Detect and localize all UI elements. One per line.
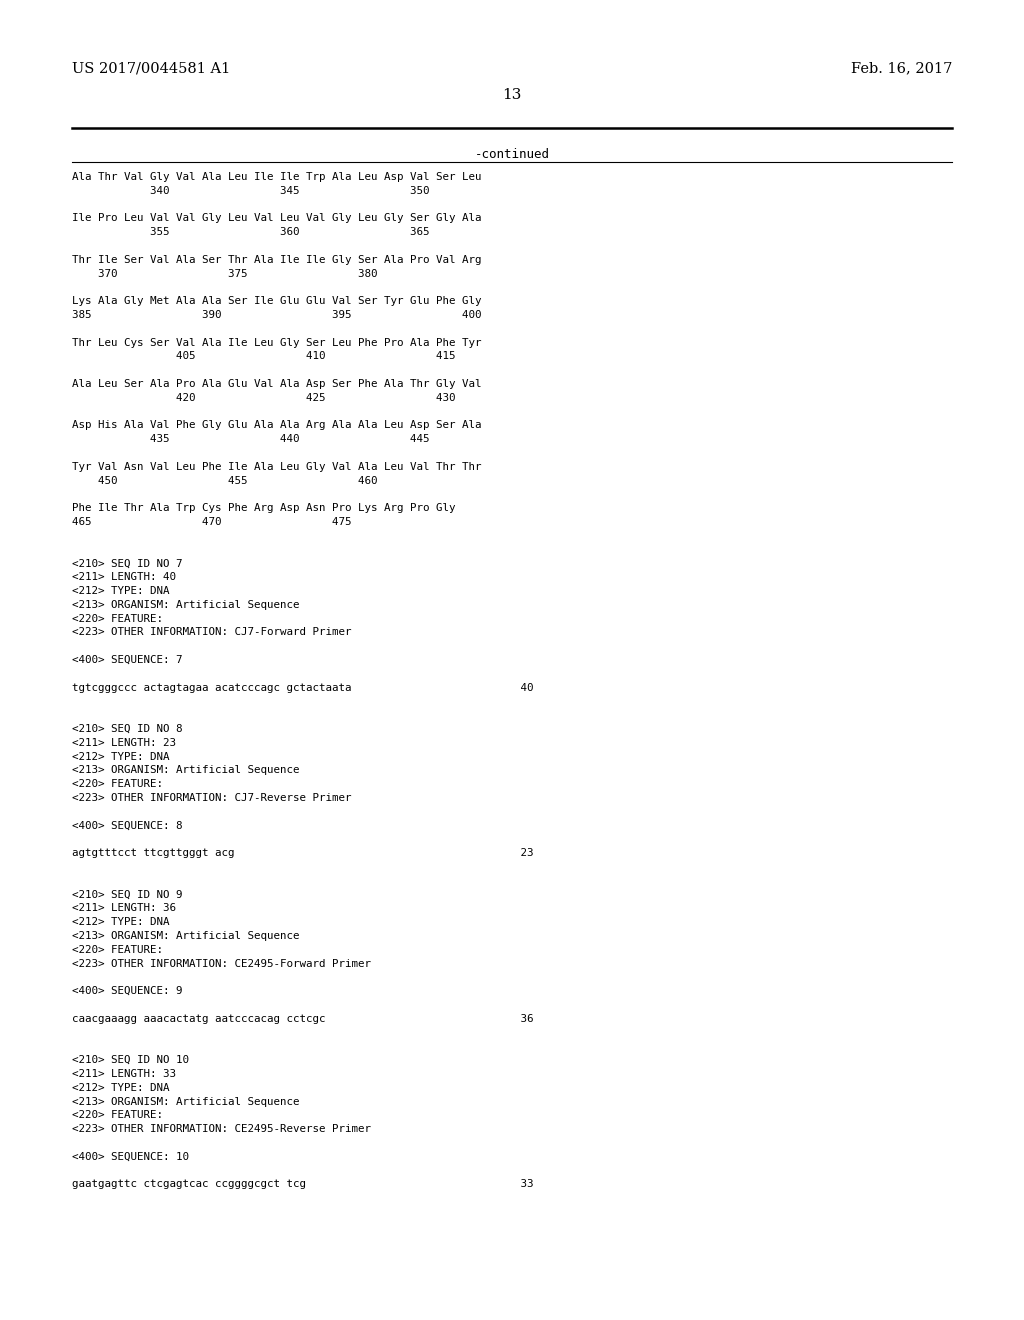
Text: 370                 375                 380: 370 375 380 bbox=[72, 268, 378, 279]
Text: 385                 390                 395                 400: 385 390 395 400 bbox=[72, 310, 481, 319]
Text: 355                 360                 365: 355 360 365 bbox=[72, 227, 429, 238]
Text: 405                 410                 415: 405 410 415 bbox=[72, 351, 456, 362]
Text: <213> ORGANISM: Artificial Sequence: <213> ORGANISM: Artificial Sequence bbox=[72, 599, 299, 610]
Text: <211> LENGTH: 36: <211> LENGTH: 36 bbox=[72, 903, 176, 913]
Text: <211> LENGTH: 23: <211> LENGTH: 23 bbox=[72, 738, 176, 748]
Text: <210> SEQ ID NO 10: <210> SEQ ID NO 10 bbox=[72, 1055, 189, 1065]
Text: <220> FEATURE:: <220> FEATURE: bbox=[72, 614, 163, 623]
Text: US 2017/0044581 A1: US 2017/0044581 A1 bbox=[72, 61, 230, 75]
Text: <212> TYPE: DNA: <212> TYPE: DNA bbox=[72, 1082, 170, 1093]
Text: 340                 345                 350: 340 345 350 bbox=[72, 186, 429, 195]
Text: Feb. 16, 2017: Feb. 16, 2017 bbox=[851, 61, 952, 75]
Text: <210> SEQ ID NO 8: <210> SEQ ID NO 8 bbox=[72, 723, 182, 734]
Text: <212> TYPE: DNA: <212> TYPE: DNA bbox=[72, 751, 170, 762]
Text: caacgaaagg aaacactatg aatcccacag cctcgc                              36: caacgaaagg aaacactatg aatcccacag cctcgc … bbox=[72, 1014, 534, 1024]
Text: 420                 425                 430: 420 425 430 bbox=[72, 393, 456, 403]
Text: Ala Thr Val Gly Val Ala Leu Ile Ile Trp Ala Leu Asp Val Ser Leu: Ala Thr Val Gly Val Ala Leu Ile Ile Trp … bbox=[72, 172, 481, 182]
Text: 450                 455                 460: 450 455 460 bbox=[72, 475, 378, 486]
Text: <400> SEQUENCE: 9: <400> SEQUENCE: 9 bbox=[72, 986, 182, 997]
Text: -continued: -continued bbox=[474, 148, 550, 161]
Text: Ala Leu Ser Ala Pro Ala Glu Val Ala Asp Ser Phe Ala Thr Gly Val: Ala Leu Ser Ala Pro Ala Glu Val Ala Asp … bbox=[72, 379, 481, 389]
Text: Lys Ala Gly Met Ala Ala Ser Ile Glu Glu Val Ser Tyr Glu Phe Gly: Lys Ala Gly Met Ala Ala Ser Ile Glu Glu … bbox=[72, 296, 481, 306]
Text: 435                 440                 445: 435 440 445 bbox=[72, 434, 429, 445]
Text: Thr Ile Ser Val Ala Ser Thr Ala Ile Ile Gly Ser Ala Pro Val Arg: Thr Ile Ser Val Ala Ser Thr Ala Ile Ile … bbox=[72, 255, 481, 265]
Text: <220> FEATURE:: <220> FEATURE: bbox=[72, 779, 163, 789]
Text: <400> SEQUENCE: 7: <400> SEQUENCE: 7 bbox=[72, 655, 182, 665]
Text: <211> LENGTH: 40: <211> LENGTH: 40 bbox=[72, 572, 176, 582]
Text: Ile Pro Leu Val Val Gly Leu Val Leu Val Gly Leu Gly Ser Gly Ala: Ile Pro Leu Val Val Gly Leu Val Leu Val … bbox=[72, 214, 481, 223]
Text: <210> SEQ ID NO 9: <210> SEQ ID NO 9 bbox=[72, 890, 182, 900]
Text: <223> OTHER INFORMATION: CE2495-Reverse Primer: <223> OTHER INFORMATION: CE2495-Reverse … bbox=[72, 1125, 371, 1134]
Text: <223> OTHER INFORMATION: CJ7-Reverse Primer: <223> OTHER INFORMATION: CJ7-Reverse Pri… bbox=[72, 793, 351, 803]
Text: gaatgagttc ctcgagtcac ccggggcgct tcg                                 33: gaatgagttc ctcgagtcac ccggggcgct tcg 33 bbox=[72, 1179, 534, 1189]
Text: 13: 13 bbox=[503, 88, 521, 102]
Text: tgtcgggccc actagtagaa acatcccagc gctactaata                          40: tgtcgggccc actagtagaa acatcccagc gctacta… bbox=[72, 682, 534, 693]
Text: Asp His Ala Val Phe Gly Glu Ala Ala Arg Ala Ala Leu Asp Ser Ala: Asp His Ala Val Phe Gly Glu Ala Ala Arg … bbox=[72, 420, 481, 430]
Text: <213> ORGANISM: Artificial Sequence: <213> ORGANISM: Artificial Sequence bbox=[72, 766, 299, 775]
Text: <400> SEQUENCE: 10: <400> SEQUENCE: 10 bbox=[72, 1152, 189, 1162]
Text: <211> LENGTH: 33: <211> LENGTH: 33 bbox=[72, 1069, 176, 1078]
Text: <213> ORGANISM: Artificial Sequence: <213> ORGANISM: Artificial Sequence bbox=[72, 1097, 299, 1106]
Text: <223> OTHER INFORMATION: CJ7-Forward Primer: <223> OTHER INFORMATION: CJ7-Forward Pri… bbox=[72, 627, 351, 638]
Text: <223> OTHER INFORMATION: CE2495-Forward Primer: <223> OTHER INFORMATION: CE2495-Forward … bbox=[72, 958, 371, 969]
Text: Tyr Val Asn Val Leu Phe Ile Ala Leu Gly Val Ala Leu Val Thr Thr: Tyr Val Asn Val Leu Phe Ile Ala Leu Gly … bbox=[72, 462, 481, 471]
Text: 465                 470                 475: 465 470 475 bbox=[72, 517, 351, 527]
Text: Thr Leu Cys Ser Val Ala Ile Leu Gly Ser Leu Phe Pro Ala Phe Tyr: Thr Leu Cys Ser Val Ala Ile Leu Gly Ser … bbox=[72, 338, 481, 347]
Text: <220> FEATURE:: <220> FEATURE: bbox=[72, 1110, 163, 1121]
Text: Phe Ile Thr Ala Trp Cys Phe Arg Asp Asn Pro Lys Arg Pro Gly: Phe Ile Thr Ala Trp Cys Phe Arg Asp Asn … bbox=[72, 503, 456, 513]
Text: <220> FEATURE:: <220> FEATURE: bbox=[72, 945, 163, 954]
Text: <212> TYPE: DNA: <212> TYPE: DNA bbox=[72, 586, 170, 597]
Text: <212> TYPE: DNA: <212> TYPE: DNA bbox=[72, 917, 170, 927]
Text: agtgtttcct ttcgttgggt acg                                            23: agtgtttcct ttcgttgggt acg 23 bbox=[72, 849, 534, 858]
Text: <210> SEQ ID NO 7: <210> SEQ ID NO 7 bbox=[72, 558, 182, 569]
Text: <400> SEQUENCE: 8: <400> SEQUENCE: 8 bbox=[72, 821, 182, 830]
Text: <213> ORGANISM: Artificial Sequence: <213> ORGANISM: Artificial Sequence bbox=[72, 931, 299, 941]
